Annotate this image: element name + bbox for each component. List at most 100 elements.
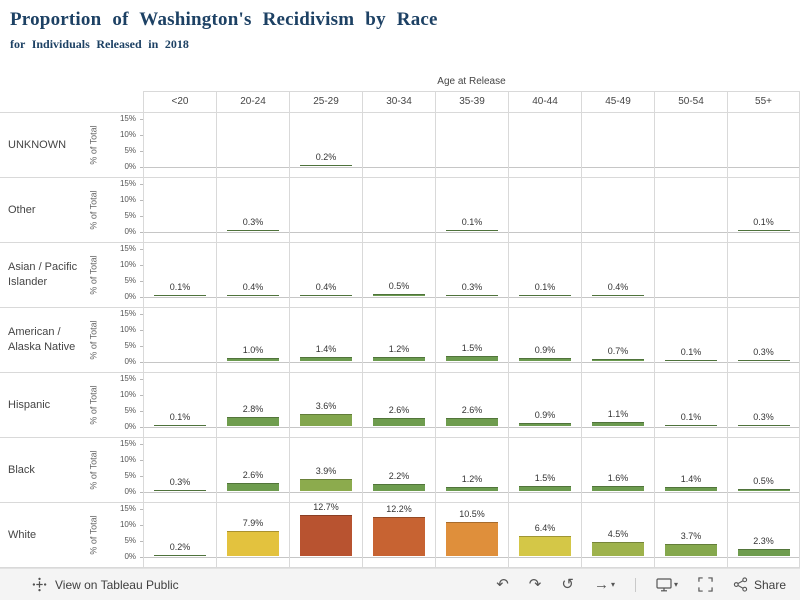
bar[interactable] xyxy=(592,542,644,556)
y-tick-label: 0% xyxy=(124,292,136,301)
bar-value-label: 0.3% xyxy=(753,412,774,422)
y-tick-mark xyxy=(140,460,143,461)
zero-axis-line xyxy=(290,492,362,493)
fullscreen-button[interactable] xyxy=(698,577,713,592)
bar[interactable] xyxy=(592,486,644,491)
redo-icon: ↷ xyxy=(528,576,542,593)
bar[interactable] xyxy=(446,230,498,231)
zero-axis-line xyxy=(144,362,216,363)
chart-panel: 1.5% xyxy=(435,308,508,373)
bar[interactable] xyxy=(154,555,206,556)
bar-value-label: 0.1% xyxy=(680,347,702,357)
y-tick-label: 5% xyxy=(124,536,136,545)
bar-value-label: 2.8% xyxy=(242,404,264,414)
zero-axis-line xyxy=(217,232,289,233)
y-tick-label: 10% xyxy=(119,260,136,269)
bar[interactable] xyxy=(373,517,425,556)
zero-axis-line xyxy=(655,492,727,493)
device-preview-button[interactable]: ▾ xyxy=(656,577,678,592)
bar[interactable] xyxy=(373,357,425,361)
bar[interactable] xyxy=(227,295,279,296)
zero-axis-line xyxy=(436,492,508,493)
race-label: White xyxy=(0,503,85,568)
zero-axis-line xyxy=(363,297,435,298)
bar-value-label: 0.9% xyxy=(534,345,556,355)
zero-axis-line xyxy=(217,427,289,428)
y-axis-title: % of Total xyxy=(85,373,103,438)
chart-subtitle: for Individuals Released in 2018 xyxy=(10,37,189,51)
chart-panel: 2.6% xyxy=(362,373,435,438)
bar-value-label: 1.2% xyxy=(461,474,483,484)
forward-button[interactable]: → ▾ xyxy=(594,577,615,592)
bar[interactable] xyxy=(373,484,425,491)
bar-value-label: 0.3% xyxy=(461,282,483,292)
bar[interactable] xyxy=(373,294,425,296)
bar[interactable] xyxy=(227,230,279,231)
bar[interactable] xyxy=(446,522,498,556)
y-tick-label: 0% xyxy=(124,357,136,366)
y-tick-mark xyxy=(140,427,143,428)
bar[interactable] xyxy=(373,418,425,426)
bar[interactable] xyxy=(519,423,571,426)
zero-axis-line xyxy=(509,492,581,493)
bar[interactable] xyxy=(446,295,498,296)
bar[interactable] xyxy=(227,483,279,491)
bar[interactable] xyxy=(737,489,790,491)
bar[interactable] xyxy=(300,295,352,296)
bar[interactable] xyxy=(154,295,206,296)
bar[interactable] xyxy=(592,422,644,426)
bar[interactable] xyxy=(519,486,571,491)
replay-button[interactable]: ↺ xyxy=(561,577,574,592)
y-tick-label: 0% xyxy=(124,162,136,171)
zero-axis-line xyxy=(144,557,216,558)
bar[interactable] xyxy=(446,356,498,361)
bar[interactable] xyxy=(300,515,352,556)
zero-axis-line xyxy=(582,297,654,298)
y-tick-label: 5% xyxy=(124,406,136,415)
bar[interactable] xyxy=(227,417,279,426)
bar[interactable] xyxy=(737,230,790,231)
bar[interactable] xyxy=(665,360,717,361)
bar[interactable] xyxy=(665,544,717,556)
bar[interactable] xyxy=(300,414,352,426)
view-on-tableau-link[interactable]: View on Tableau Public xyxy=(32,577,179,592)
bar[interactable] xyxy=(737,360,790,361)
bar[interactable] xyxy=(665,425,717,426)
y-tick-label: 5% xyxy=(124,471,136,480)
bar[interactable] xyxy=(154,425,206,426)
share-button[interactable]: Share xyxy=(733,577,786,592)
title-block: Proportion of Washington's Recidivism by… xyxy=(0,0,800,72)
chart-panel: 0.1% xyxy=(654,373,727,438)
bar[interactable] xyxy=(737,549,790,556)
column-field-label: Age at Release xyxy=(143,72,800,92)
bar[interactable] xyxy=(592,295,644,296)
bar[interactable] xyxy=(300,357,352,361)
chart-panel xyxy=(362,178,435,243)
zero-axis-line xyxy=(217,167,289,168)
zero-axis-line xyxy=(582,232,654,233)
chart-panel: 7.9% xyxy=(216,503,289,568)
bar[interactable] xyxy=(737,425,790,426)
bar[interactable] xyxy=(300,479,352,491)
tableau-logo-icon xyxy=(32,577,47,592)
bar[interactable] xyxy=(446,418,498,426)
bar-value-label: 0.4% xyxy=(242,282,264,292)
bar[interactable] xyxy=(227,531,279,556)
bar[interactable] xyxy=(300,165,352,166)
bar[interactable] xyxy=(592,359,644,361)
bar-value-label: 0.5% xyxy=(388,281,410,291)
redo-button[interactable]: ↷ xyxy=(529,577,542,592)
zero-axis-line xyxy=(655,297,727,298)
bar[interactable] xyxy=(154,490,206,491)
chart-panel: 1.4% xyxy=(654,438,727,503)
bar-value-label: 10.5% xyxy=(459,509,485,519)
undo-button[interactable]: ↶ xyxy=(496,577,509,592)
bar[interactable] xyxy=(519,358,571,361)
bar-value-label: 0.3% xyxy=(169,477,191,487)
y-tick-label: 0% xyxy=(124,422,136,431)
bar[interactable] xyxy=(665,487,717,491)
bar[interactable] xyxy=(519,295,571,296)
bar[interactable] xyxy=(446,487,498,491)
bar[interactable] xyxy=(227,358,279,361)
bar[interactable] xyxy=(519,536,571,556)
